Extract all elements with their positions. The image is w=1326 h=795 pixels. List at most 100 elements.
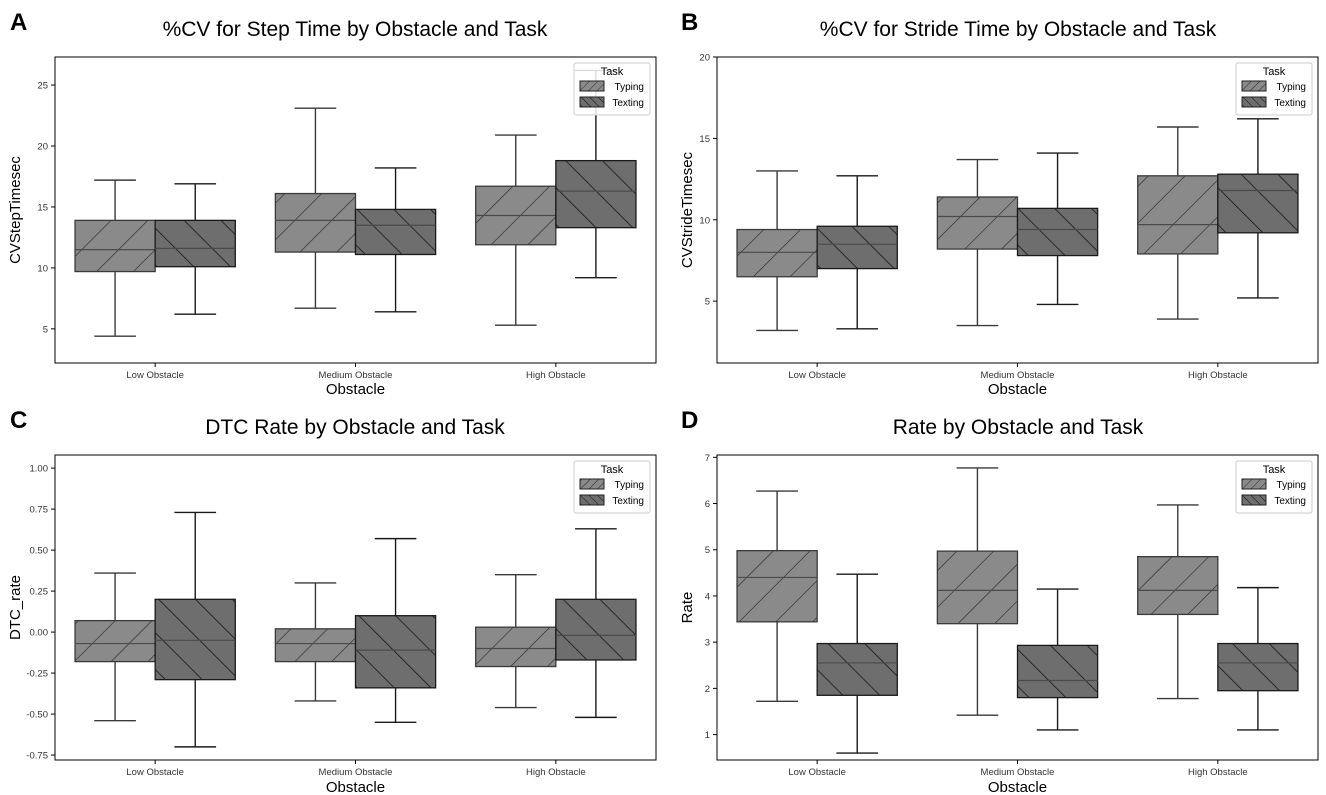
legend: Task Typing Texting (573, 62, 651, 116)
box-texting-3 (555, 528, 637, 719)
box-texting-2 (1016, 152, 1099, 306)
panel-letter: D (681, 407, 698, 434)
legend: Task Typing Texting (573, 460, 651, 514)
y-tick-label: 4 (705, 591, 710, 602)
box-typing-3 (1137, 126, 1219, 320)
box-typing-3 (1137, 504, 1219, 700)
x-tick-label: High Obstacle (526, 370, 586, 381)
box-typing-1 (74, 179, 156, 337)
chart-title: DTC Rate by Obstacle and Task (205, 416, 505, 439)
legend-swatch-hatch (579, 80, 605, 92)
chart-title: %CV for Stride Time by Obstacle and Task (820, 18, 1217, 41)
y-tick-label: -0.50 (26, 710, 48, 721)
box-hatch (1217, 642, 1299, 692)
y-axis-label: CVStrideTimesec (679, 151, 696, 268)
x-tick-label: Medium Obstacle (981, 767, 1055, 778)
legend-label-typing: Typing (615, 480, 644, 491)
box-hatch (936, 196, 1019, 250)
box-typing-3 (475, 574, 557, 709)
legend-swatch-hatch (1241, 80, 1267, 92)
chart-title: Rate by Obstacle and Task (893, 416, 1144, 439)
x-tick-label: Low Obstacle (788, 767, 846, 778)
legend-swatch-hatch (1241, 478, 1267, 490)
legend-label-typing: Typing (615, 82, 644, 93)
y-tick-label: -0.75 (26, 751, 48, 762)
x-tick-label: Medium Obstacle (319, 767, 393, 778)
box-typing-1 (736, 490, 818, 703)
y-tick-label: 5 (705, 545, 710, 556)
y-tick-label: 2 (705, 684, 710, 695)
box-hatch (154, 598, 236, 681)
box-typing-2 (936, 158, 1019, 327)
legend-swatch-hatch (1241, 494, 1267, 506)
x-axis-label: Obstacle (326, 779, 385, 795)
x-tick-label: High Obstacle (1188, 767, 1248, 778)
x-tick-label: Low Obstacle (126, 370, 184, 381)
box-typing-2 (274, 582, 357, 702)
y-tick-label: 15 (37, 202, 48, 213)
box-hatch (475, 626, 557, 668)
legend-swatch-hatch (579, 96, 605, 108)
y-tick-label: -0.25 (26, 669, 48, 680)
y-tick-label: 10 (37, 263, 48, 274)
legend-swatch-hatch (579, 494, 605, 506)
y-axis-label: Rate (679, 592, 696, 624)
y-tick-label: 20 (699, 53, 710, 64)
y-tick-label: 0.00 (30, 628, 49, 639)
y-tick-label: 5 (43, 324, 48, 335)
y-tick-label: 10 (699, 215, 710, 226)
legend-swatch-hatch (1241, 96, 1267, 108)
box-hatch (816, 225, 898, 270)
legend-label-texting: Texting (1274, 496, 1306, 507)
box-hatch (736, 550, 818, 623)
box-texting-1 (816, 175, 898, 330)
box-hatch (1016, 207, 1099, 257)
box-hatch (154, 219, 236, 268)
y-tick-label: 3 (705, 638, 710, 649)
panel-letter: C (10, 407, 27, 434)
x-tick-label: Medium Obstacle (319, 370, 393, 381)
y-axis-label: DTC_rate (7, 575, 24, 640)
box-hatch (274, 192, 357, 253)
chart-title: %CV for Step Time by Obstacle and Task (163, 18, 548, 41)
legend-title: Task (601, 464, 624, 476)
box-hatch (555, 598, 637, 661)
legend-title: Task (1263, 464, 1286, 476)
y-tick-label: 1 (705, 730, 710, 741)
box-texting-3 (1217, 586, 1299, 731)
legend-label-typing: Typing (1277, 82, 1306, 93)
box-hatch (74, 619, 156, 663)
y-tick-label: 0.50 (30, 546, 49, 557)
box-typing-1 (74, 572, 156, 722)
x-axis-label: Obstacle (326, 381, 385, 398)
x-tick-label: High Obstacle (526, 767, 586, 778)
panel-letter: B (681, 9, 698, 36)
box-hatch (274, 628, 357, 663)
chart-panel-c: C DTC Rate by Obstacle and Task -0.75 -0.50… (7, 407, 657, 795)
box-texting-1 (816, 573, 898, 754)
box-typing-1 (736, 170, 818, 332)
box-typing-2 (274, 107, 357, 309)
x-tick-label: Low Obstacle (126, 767, 184, 778)
y-axis-label: CVStepTimesec (7, 156, 24, 264)
box-texting-3 (1217, 118, 1299, 299)
y-tick-label: 15 (699, 134, 710, 145)
y-tick-label: 7 (705, 453, 710, 464)
chart-panel-d: D Rate by Obstacle and Task 1 2 3 4 5 6 7 Rate Low… (679, 407, 1319, 795)
box-hatch (354, 615, 437, 689)
box-hatch (736, 228, 818, 278)
y-tick-label: 0.25 (30, 587, 49, 598)
box-texting-1 (154, 183, 236, 315)
box-hatch (555, 159, 637, 229)
legend: Task Typing Texting (1235, 62, 1313, 116)
x-axis-label: Obstacle (988, 381, 1047, 398)
y-tick-label: 1.00 (30, 464, 49, 475)
box-hatch (1217, 173, 1299, 234)
legend-label-texting: Texting (612, 98, 644, 109)
y-tick-label: 5 (705, 297, 710, 308)
x-tick-label: Medium Obstacle (981, 370, 1055, 381)
x-tick-label: High Obstacle (1188, 370, 1248, 381)
box-hatch (1137, 175, 1219, 255)
box-typing-2 (936, 467, 1019, 716)
